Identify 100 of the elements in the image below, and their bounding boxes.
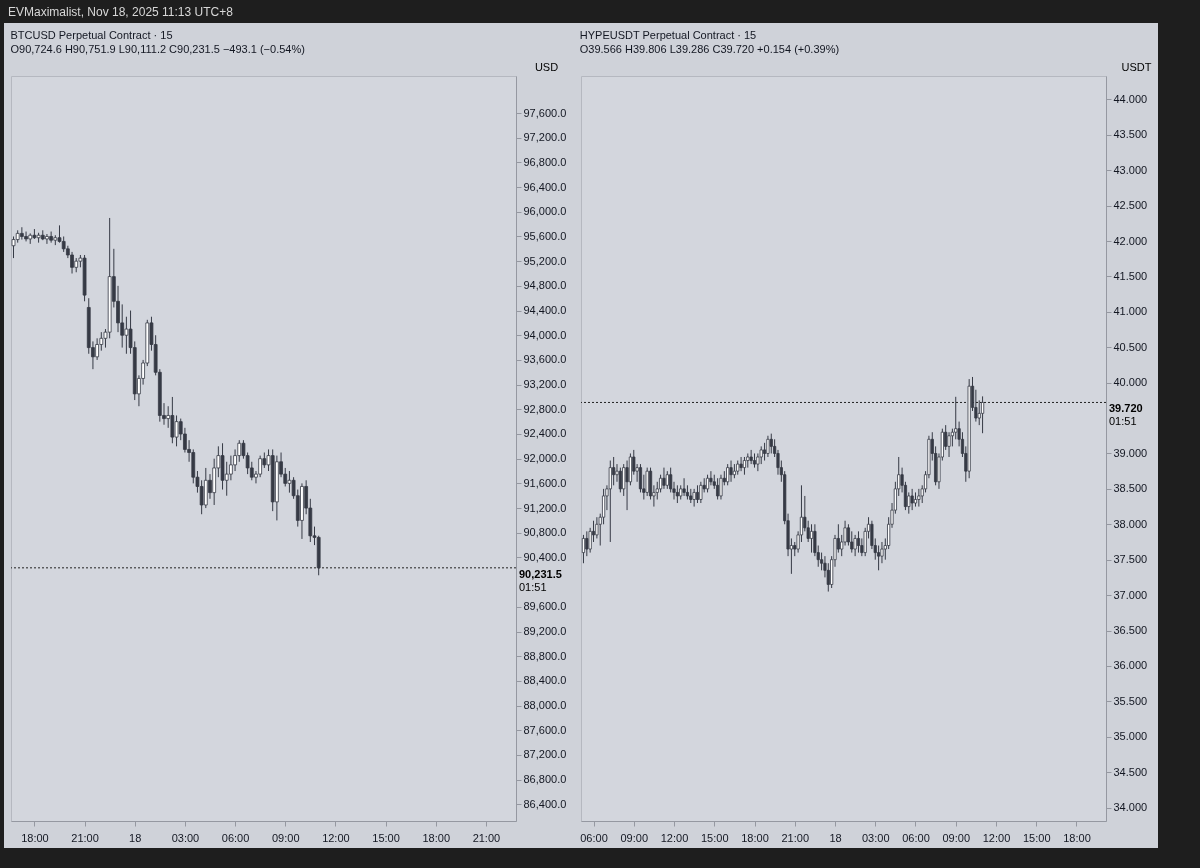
x-tick-label: 09:00 — [942, 831, 971, 844]
y-tick-label: 93,600.0 — [523, 353, 567, 366]
candlestick — [716, 477, 720, 500]
y-tick-label: 86,400.0 — [523, 797, 567, 810]
x-tick-label: 12:00 — [322, 831, 350, 844]
candlestick — [645, 467, 649, 497]
y-tick-label: 90,800.0 — [523, 526, 567, 539]
chart-title: BTCUSD Perpetual Contract · 15 — [10, 29, 173, 41]
y-tick-label: 39.000 — [1113, 446, 1148, 459]
y-tick-label: 40.000 — [1113, 376, 1148, 389]
x-tick-label: 18:00 — [741, 831, 769, 844]
candlestick — [287, 470, 292, 494]
y-tick-label: 41.000 — [1113, 305, 1148, 318]
y-tick-label: 94,400.0 — [523, 304, 567, 317]
candlestick — [608, 460, 612, 543]
chart-subtitle: O39.566 H39.806 L39.286 C39.720 +0.154 (+0.39%) — [579, 43, 840, 55]
y-tick-label: 38.000 — [1113, 517, 1148, 530]
candlestick — [682, 477, 686, 497]
candlestick — [49, 231, 53, 244]
x-tick-label: 18:00 — [1063, 831, 1091, 844]
y-tick-label: 88,400.0 — [523, 674, 567, 687]
y-tick-label: 90,400.0 — [523, 550, 567, 563]
y-tick-label: 91,600.0 — [523, 476, 567, 489]
chart-title: HYPEUSDT Perpetual Contract · 15 — [579, 29, 757, 41]
candlestick — [856, 530, 861, 554]
y-tick-label: 87,600.0 — [523, 723, 567, 736]
y-tick-label: 87,200.0 — [523, 748, 567, 761]
candlestick — [726, 463, 730, 486]
x-tick-label: 09:00 — [620, 831, 649, 844]
y-tick-label: 88,000.0 — [523, 699, 567, 712]
x-tick-label: 12:00 — [982, 831, 1011, 844]
y-tick-label: 89,600.0 — [523, 600, 567, 613]
chart-subtitle: O90,724.6 H90,751.9 L90,111.2 C90,231.5 −493.1 (−0.54%) — [10, 43, 305, 55]
candlestick — [947, 431, 951, 458]
ref-line-label: 39.720 — [1109, 402, 1143, 415]
y-tick-label: 42.500 — [1113, 199, 1148, 212]
y-tick-label: 40.500 — [1113, 340, 1148, 353]
y-tick-label: 96,400.0 — [523, 180, 567, 193]
y-tick-label: 36.500 — [1113, 624, 1148, 636]
y-tick-label: 37.500 — [1113, 553, 1148, 566]
x-tick-label: 09:00 — [271, 831, 300, 844]
y-tick-label: 92,000.0 — [523, 452, 567, 465]
y-tick-label: 43.000 — [1113, 163, 1148, 176]
x-tick-label: 21:00 — [71, 831, 99, 844]
candlestick — [581, 534, 586, 564]
candlestick — [170, 396, 175, 444]
candlestick — [612, 456, 616, 486]
candlestick — [174, 414, 179, 447]
candlestick — [20, 226, 24, 241]
x-tick-label: 03:00 — [171, 831, 200, 844]
x-tick-label: 15:00 — [372, 831, 400, 844]
y-tick-label: 34.500 — [1113, 765, 1148, 778]
x-tick-label: 18:00 — [21, 831, 49, 844]
x-tick-label: 15:00 — [1022, 831, 1051, 844]
candlestick — [199, 479, 204, 515]
y-tick-label: 38.500 — [1113, 482, 1148, 495]
text: EVMaximalist, Nov 18, 2025 11:13 UTC+8 — [7, 4, 234, 21]
x-tick-label: 06:00 — [580, 831, 608, 844]
candlestick — [853, 534, 857, 557]
y-tick-label: 97,200.0 — [523, 131, 567, 144]
candlestick — [585, 530, 589, 557]
candlestick — [625, 460, 629, 511]
y-tick-label: 89,200.0 — [523, 625, 567, 638]
y-tick-label: 35.500 — [1113, 694, 1148, 707]
x-tick-label: 06:00 — [221, 831, 250, 844]
text: 01:51 — [519, 580, 547, 593]
candlestick — [769, 433, 773, 454]
text: 01:51 — [1109, 415, 1137, 428]
y-tick-label: 94,800.0 — [523, 279, 567, 292]
x-tick-label: 06:00 — [902, 831, 930, 844]
y-tick-label: 96,800.0 — [523, 155, 567, 168]
candlestick — [981, 395, 985, 434]
candlestick — [809, 523, 814, 554]
candlestick — [45, 233, 49, 245]
y-tick-label: 92,800.0 — [523, 402, 567, 415]
candlestick — [709, 470, 713, 486]
y-tick-label: 41.500 — [1113, 269, 1148, 282]
y-tick-label: 35.000 — [1113, 730, 1148, 743]
y-tick-label: 43.500 — [1113, 128, 1148, 141]
ref-line-label: 90,231.5 — [519, 567, 562, 580]
x-tick-label: 15:00 — [701, 831, 729, 844]
x-tick-label: 12:00 — [660, 831, 689, 844]
y-tick-label: 42.000 — [1113, 234, 1148, 247]
x-tick-label: 03:00 — [861, 831, 890, 844]
y-tick-label: 91,200.0 — [523, 501, 567, 514]
y-tick-label: 36.000 — [1113, 659, 1148, 672]
y-tick-label: 44.000 — [1113, 92, 1148, 105]
x-tick-label: 21:00 — [781, 831, 810, 844]
y-axis-title: USD — [534, 60, 559, 73]
candlestick — [24, 231, 28, 242]
y-tick-label: 96,000.0 — [523, 205, 567, 218]
y-tick-label: 93,200.0 — [523, 378, 567, 391]
y-tick-label: 92,400.0 — [523, 427, 567, 440]
candlestick — [719, 474, 723, 500]
y-tick-label: 94,000.0 — [523, 328, 567, 341]
x-tick-label: 21:00 — [472, 831, 501, 844]
y-axis-title: USDT — [1121, 60, 1152, 73]
y-tick-label: 97,600.0 — [523, 106, 567, 119]
candlestick — [766, 435, 770, 458]
candlestick — [739, 456, 743, 472]
